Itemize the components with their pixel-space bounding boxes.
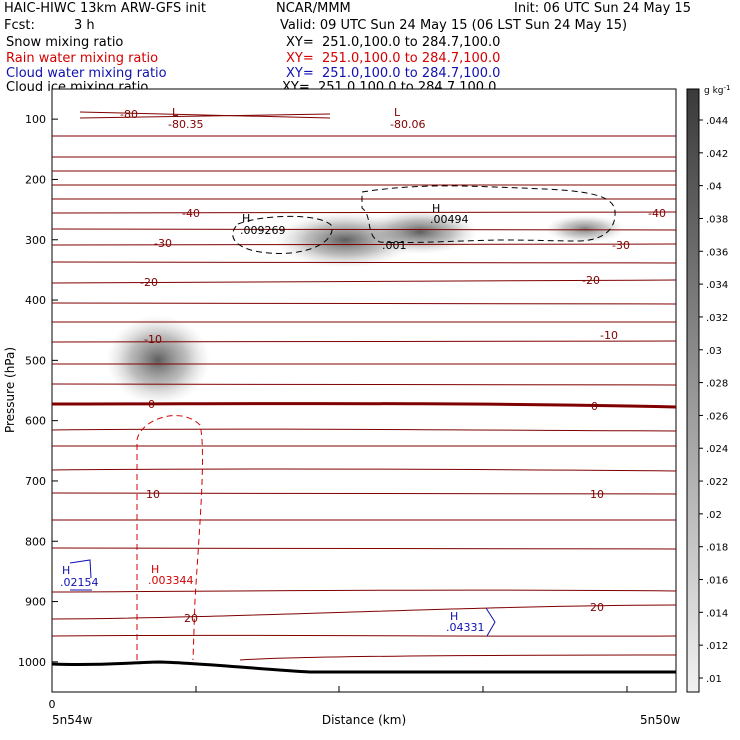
extrema-markers: L -80.35 L -80.06 H .009269 H .00494 .00… xyxy=(60,106,485,634)
contour-label: 0 xyxy=(148,398,155,411)
shade-blob-upper-2 xyxy=(362,210,478,254)
contour-label: -40 xyxy=(648,207,666,220)
contour-label: -20 xyxy=(582,274,600,287)
init-time: Init: 06 UTC Sun 24 May 15 xyxy=(514,1,691,16)
contour-label: -30 xyxy=(612,239,630,252)
org-label: NCAR/MMM xyxy=(276,1,351,16)
temperature-labels: -80 -40 -40 -30 -30 -20 -20 -10 -10 0 0 … xyxy=(120,108,666,625)
extremum-type: L xyxy=(394,106,401,119)
extremum-value: .009269 xyxy=(240,224,286,237)
cloud-water-contour-right xyxy=(485,607,496,637)
field-snow-xy: XY= 251.0,100.0 to 284.7,100.0 xyxy=(286,35,501,50)
extremum-value: .003344 xyxy=(148,574,194,587)
extremum-type: L xyxy=(172,106,179,119)
temperature-contours xyxy=(52,111,676,661)
colorbar-tick-label: .016 xyxy=(706,576,728,587)
contour-label: 20 xyxy=(590,601,604,614)
colorbar-tick-label: .02 xyxy=(706,510,722,521)
colorbar-tick-label: .04 xyxy=(706,182,722,193)
contour-label: -30 xyxy=(154,237,172,250)
extremum-value: .02154 xyxy=(60,576,99,589)
colorbar-tick-label: .032 xyxy=(706,313,728,324)
contour-label: -10 xyxy=(600,329,618,342)
colorbar-tick-label: .022 xyxy=(706,477,728,488)
colorbar-tick-label: .024 xyxy=(706,444,728,455)
y-tick-label: 300 xyxy=(25,234,46,247)
colorbar-tick-label: .026 xyxy=(706,411,728,422)
snow-dashed-contours xyxy=(232,185,616,254)
y-tick-label: 500 xyxy=(25,354,46,367)
model-title: HAIC-HIWC 13km ARW-GFS init xyxy=(4,1,206,16)
contour-label: -80 xyxy=(120,108,138,121)
colorbar-tick-label: .03 xyxy=(706,346,722,357)
field-rain-xy: XY= 251.0,100.0 to 284.7,100.0 xyxy=(286,51,501,66)
field-snow-name: Snow mixing ratio xyxy=(6,35,124,50)
colorbar-tick-label: .034 xyxy=(706,280,728,291)
rain-water-contour xyxy=(136,415,204,661)
contour-label: 10 xyxy=(590,488,604,501)
x-end-label: 5n50w xyxy=(640,713,681,727)
terrain-line xyxy=(52,660,676,674)
extremum-value: .00494 xyxy=(430,213,469,226)
colorbar-unit: g kg-1 xyxy=(704,84,730,96)
colorbar-tick-label: .012 xyxy=(706,641,728,652)
extremum-type: H xyxy=(62,564,70,577)
y-axis-label: Pressure (hPa) xyxy=(3,347,17,433)
valid-time: Valid: 09 UTC Sun 24 May 15 (06 LST Sun … xyxy=(280,18,628,33)
shade-blob-midlevel xyxy=(106,315,210,405)
extremum-type: H xyxy=(432,202,440,215)
colorbar-tick-label: .042 xyxy=(706,149,728,160)
y-tick-label: 700 xyxy=(25,475,46,488)
shade-blob-upper-3 xyxy=(545,215,625,243)
y-tick-label: 600 xyxy=(25,415,46,428)
y-tick-label: 800 xyxy=(25,535,46,548)
colorbar-tick-label: .01 xyxy=(706,674,722,685)
zero-degree-contour xyxy=(52,402,676,409)
x-start-label: 5n54w xyxy=(52,713,93,727)
colorbar-tick-label: .018 xyxy=(706,543,728,554)
y-tick-label: 900 xyxy=(25,596,46,609)
x-zero-label: 0 xyxy=(49,698,56,711)
y-axis: 100 200 300 400 500 600 700 800 900 1000 xyxy=(18,113,58,669)
contour-label: -40 xyxy=(182,207,200,220)
extremum-value: -80.06 xyxy=(390,118,425,131)
extremum-value: -80.35 xyxy=(168,118,203,131)
contour-label: -10 xyxy=(144,333,162,346)
extremum-type: H xyxy=(450,610,458,623)
contour-label: 10 xyxy=(146,488,160,501)
colorbar xyxy=(686,88,700,693)
colorbar-ticks: .044 .042 .04 .038 .036 .034 .032 .03 .028 .026 .0… xyxy=(699,116,728,685)
colorbar-unit-base: g kg xyxy=(704,86,724,96)
extremum-value: .04331 xyxy=(446,621,485,634)
colorbar-tick-label: .028 xyxy=(706,379,728,390)
x-axis-label: Distance (km) xyxy=(322,713,406,727)
cloud-water-contour-left xyxy=(69,559,92,579)
field-cloudwater-xy: XY= 251.0,100.0 to 284.7,100.0 xyxy=(286,66,501,81)
extremum-value: .001 xyxy=(382,239,407,252)
colorbar-unit-exp: -1 xyxy=(724,84,731,92)
extremum-type: H xyxy=(242,212,250,225)
contour-label: -20 xyxy=(140,276,158,289)
field-cloudwater-name: Cloud water mixing ratio xyxy=(6,66,167,81)
fcst-label: Fcst: xyxy=(4,18,35,33)
y-tick-label: 400 xyxy=(25,294,46,307)
x-axis-ticks xyxy=(195,686,628,692)
y-tick-label: 100 xyxy=(25,113,46,126)
contour-label: 20 xyxy=(184,612,198,625)
colorbar-tick-label: .038 xyxy=(706,214,728,225)
colorbar-tick-label: .014 xyxy=(706,608,728,619)
extremum-type: H xyxy=(151,563,159,576)
y-tick-label: 1000 xyxy=(18,656,46,669)
y-tick-label: 200 xyxy=(25,173,46,186)
colorbar-tick-label: .044 xyxy=(706,116,728,127)
fcst-value: 3 h xyxy=(74,18,95,33)
field-rain-name: Rain water mixing ratio xyxy=(6,51,159,66)
contour-label: 0 xyxy=(591,400,598,413)
colorbar-tick-label: .036 xyxy=(706,247,728,258)
